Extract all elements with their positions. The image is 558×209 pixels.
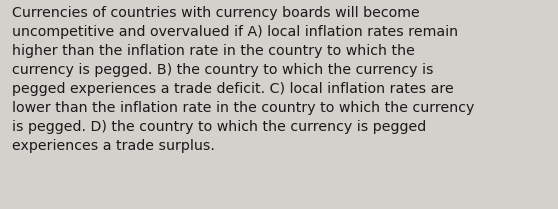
Text: Currencies of countries with currency boards will become
uncompetitive and overv: Currencies of countries with currency bo… bbox=[12, 6, 475, 153]
